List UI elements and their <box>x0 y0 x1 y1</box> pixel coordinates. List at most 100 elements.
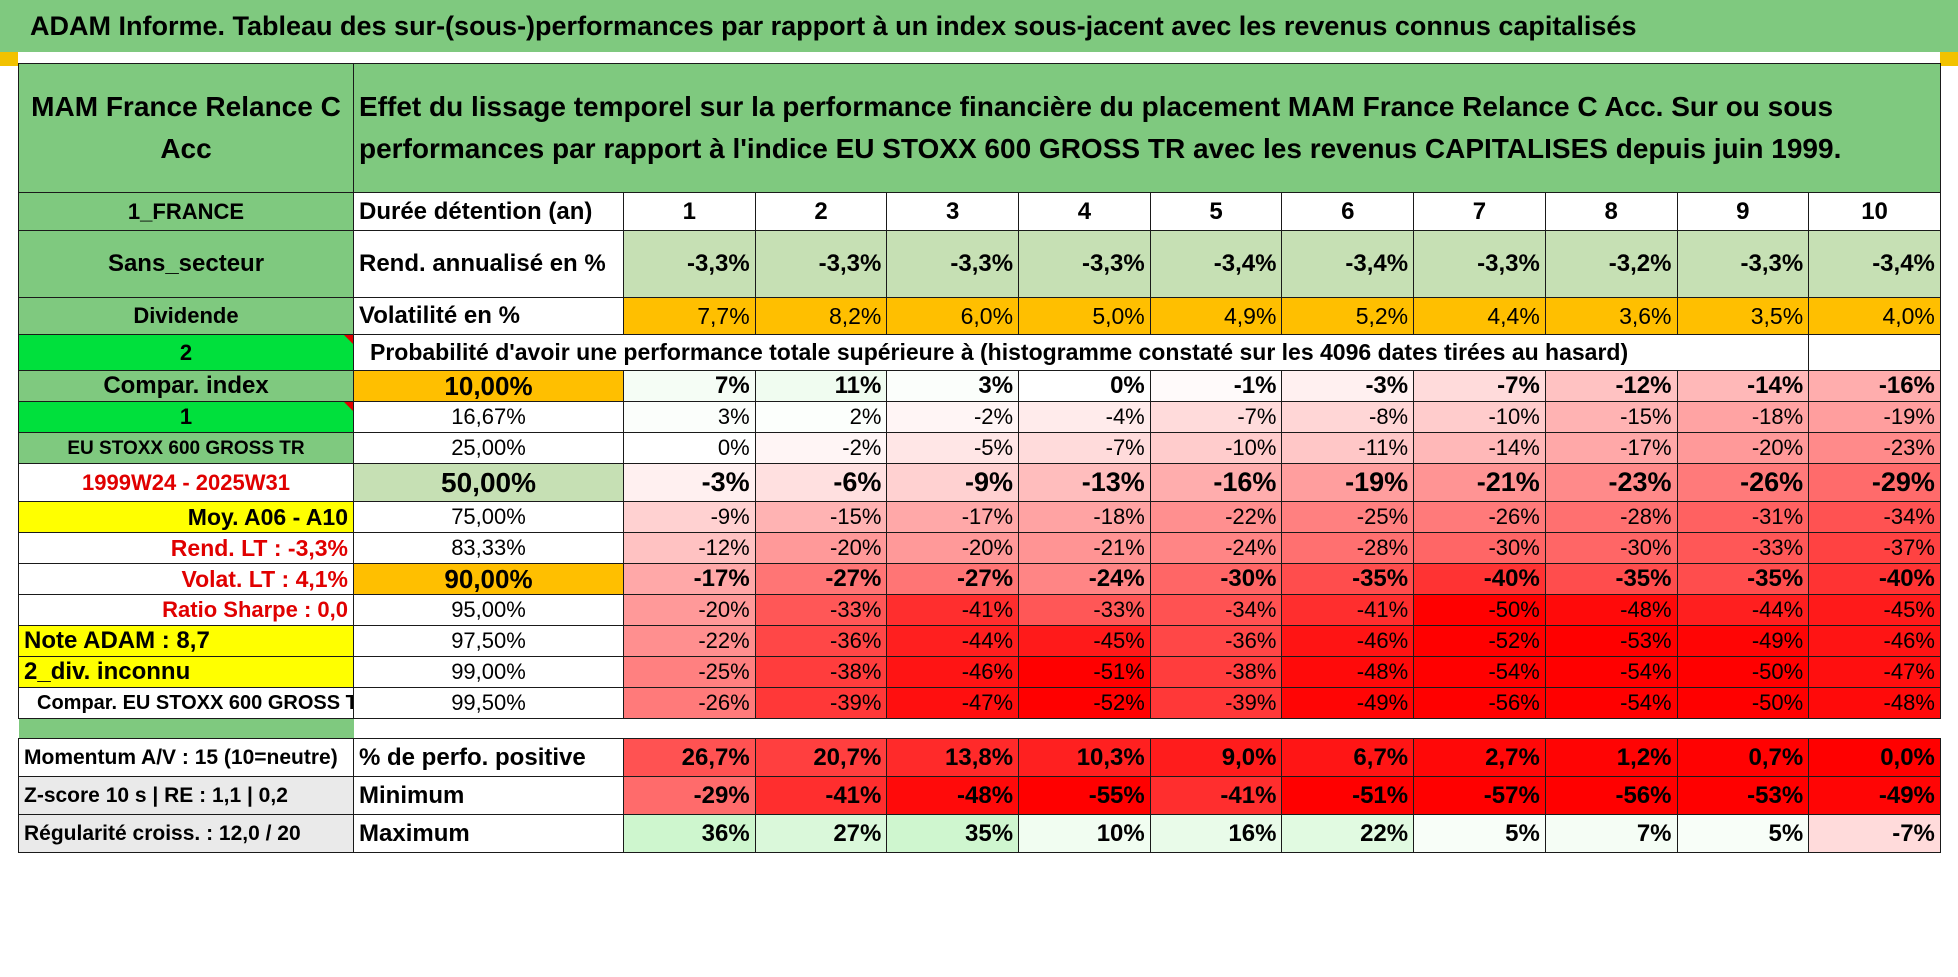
quantile-row: Ratio Sharpe : 0,0 95,00% -20% -33% -41% -33%… <box>18 594 1941 626</box>
vol-value: 4,0% <box>1808 297 1941 335</box>
quantile-value: 0% <box>1018 370 1151 402</box>
stats-value: -7% <box>1808 814 1941 853</box>
quantile-value: -33% <box>1676 532 1810 564</box>
quantile-value: -2% <box>754 432 888 464</box>
quantile-value: -35% <box>1544 563 1678 595</box>
stats-value: 35% <box>886 814 1020 853</box>
duree-label: Durée détention (an) <box>353 192 624 231</box>
quantile-value: -7% <box>1149 401 1283 433</box>
quantile-value: 3% <box>886 370 1020 402</box>
quantile-value: -50% <box>1413 594 1546 626</box>
quantile-value: -46% <box>886 656 1020 688</box>
quantile-value: -25% <box>623 656 756 688</box>
stats-value: -41% <box>754 776 888 815</box>
quantile-value: -10% <box>1413 401 1546 433</box>
quantile-level: 99,50% <box>353 687 624 719</box>
quantile-row: Compar. index 10,00% 7% 11% 3% 0% -1% -3% -7% -12… <box>18 370 1941 402</box>
quantile-value: -19% <box>1808 401 1941 433</box>
one-cell: 1 <box>18 401 354 433</box>
stats-left-label: Régularité croiss. : 12,0 / 20 <box>18 814 354 853</box>
quantile-value: -2% <box>886 401 1020 433</box>
stats-value: 7% <box>1544 814 1678 853</box>
quantile-value: -23% <box>1808 432 1941 464</box>
quantile-value: -48% <box>1544 594 1678 626</box>
period-label: 1999W24 - 2025W31 <box>18 463 354 502</box>
quantile-level: 83,33% <box>353 532 624 564</box>
quantile-value: -28% <box>1544 501 1678 533</box>
quantile-value: -41% <box>1281 594 1415 626</box>
stats-value: 26,7% <box>623 738 756 777</box>
quantile-value: -50% <box>1676 656 1810 688</box>
year-header: 3 <box>886 192 1020 231</box>
quantile-value: -22% <box>1149 501 1283 533</box>
quantile-level: 95,00% <box>353 594 624 626</box>
stats-value: -57% <box>1413 776 1546 815</box>
quantile-value: 3% <box>623 401 756 433</box>
quantile-value: -22% <box>623 625 756 657</box>
sector-label: Sans_secteur <box>18 230 354 298</box>
year-header: 2 <box>754 192 888 231</box>
quantile-value: -35% <box>1676 563 1810 595</box>
year-header: 8 <box>1544 192 1678 231</box>
quantile-value: -47% <box>886 687 1020 719</box>
quantile-row: EU STOXX 600 GROSS TR 25,00% 0% -2% -5% -7% -1… <box>18 432 1941 464</box>
stats-value: -56% <box>1544 776 1678 815</box>
quantile-level: 75,00% <box>353 501 624 533</box>
rend-lt-label: Rend. LT : -3,3% <box>18 532 354 564</box>
quantile-row: Note ADAM : 8,7 97,50% -22% -36% -44% -45% -36… <box>18 625 1941 657</box>
vol-value: 4,9% <box>1149 297 1283 335</box>
quantile-value: -15% <box>754 501 888 533</box>
quantile-value: -14% <box>1676 370 1810 402</box>
stats-value: 0,0% <box>1808 738 1941 777</box>
quantile-value: 0% <box>623 432 756 464</box>
quantile-value: -53% <box>1544 625 1678 657</box>
rend-value: -3,3% <box>754 230 888 298</box>
quantile-value: 2% <box>754 401 888 433</box>
stats-value: -29% <box>623 776 756 815</box>
vol-value: 3,5% <box>1676 297 1810 335</box>
stats-value: 10% <box>1018 814 1151 853</box>
quantile-value: -39% <box>1149 687 1283 719</box>
quantile-value: -54% <box>1413 656 1546 688</box>
quantile-value: -48% <box>1808 687 1941 719</box>
quantile-value: -10% <box>1149 432 1283 464</box>
quantile-value: -20% <box>1676 432 1810 464</box>
stats-row: Momentum A/V : 15 (10=neutre)% de perfo.… <box>18 738 1941 777</box>
vol-value: 5,0% <box>1018 297 1151 335</box>
stats-value: 9,0% <box>1149 738 1283 777</box>
quantile-level: 90,00% <box>353 563 624 595</box>
quantile-value: -17% <box>623 563 756 595</box>
stats-left-label: Z-score 10 s | RE : 1,1 | 0,2 <box>18 776 354 815</box>
year-header: 7 <box>1413 192 1546 231</box>
year-header: 6 <box>1281 192 1415 231</box>
quantile-value: -15% <box>1544 401 1678 433</box>
proba-row: 2 Probabilité d'avoir une performance to… <box>18 334 1941 371</box>
corner-marker-right <box>1940 52 1958 66</box>
corner-marker-left <box>0 52 18 66</box>
quantile-level: 50,00% <box>353 463 624 502</box>
quantile-value: -30% <box>1544 532 1678 564</box>
quantile-value: -6% <box>754 463 888 502</box>
quantile-value: -48% <box>1281 656 1415 688</box>
quantile-level: 10,00% <box>353 370 624 402</box>
quantile-row: Rend. LT : -3,3% 83,33% -12% -20% -20% -21% -2… <box>18 532 1941 564</box>
index-name-label: EU STOXX 600 GROSS TR <box>18 432 354 464</box>
rend-value: -3,2% <box>1544 230 1678 298</box>
stats-value: 5% <box>1676 814 1810 853</box>
quantile-value: -52% <box>1018 687 1151 719</box>
quantile-value: -24% <box>1149 532 1283 564</box>
quantile-value: -26% <box>1676 463 1810 502</box>
stats-value: 10,3% <box>1018 738 1151 777</box>
quantile-value: -54% <box>1544 687 1678 719</box>
fund-description: Effet du lissage temporel sur la perform… <box>353 63 1941 193</box>
quantile-value: -25% <box>1281 501 1415 533</box>
quantile-value: -46% <box>1808 625 1941 657</box>
quantile-value: -44% <box>1676 594 1810 626</box>
rend-value: -3,4% <box>1281 230 1415 298</box>
quantile-value: -34% <box>1808 501 1941 533</box>
quantile-value: -21% <box>1413 463 1546 502</box>
quantile-value: -38% <box>754 656 888 688</box>
stats-value: 1,2% <box>1544 738 1678 777</box>
quantile-value: -26% <box>1413 501 1546 533</box>
sharpe-label: Ratio Sharpe : 0,0 <box>18 594 354 626</box>
